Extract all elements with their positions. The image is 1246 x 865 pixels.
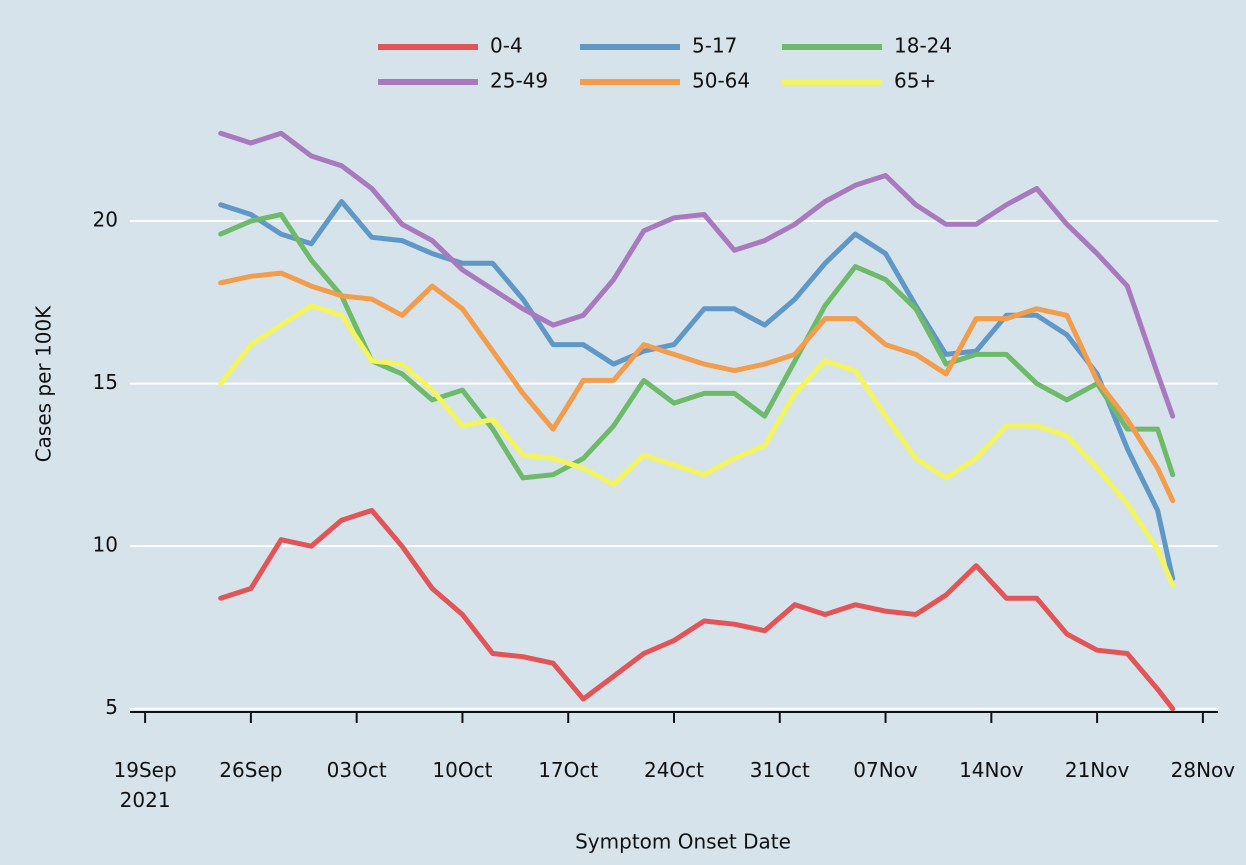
y-axis-label: Cases per 100K xyxy=(32,305,56,462)
x-tick-label: 26Sep xyxy=(219,758,283,782)
series-line xyxy=(218,212,1176,481)
x-tick-label: 07Nov xyxy=(853,758,918,782)
series-line xyxy=(218,507,1176,712)
y-tick-label: 15 xyxy=(93,370,118,394)
x-tick-label: 10Oct xyxy=(432,758,493,782)
legend-label: 50-64 xyxy=(692,69,750,93)
series-line xyxy=(218,303,1176,588)
series-line xyxy=(218,130,1176,419)
series-line xyxy=(218,270,1176,504)
x-tick-label: 14Nov xyxy=(959,758,1024,782)
y-tick-label: 20 xyxy=(93,208,118,232)
y-tick-label: 5 xyxy=(105,695,118,719)
x-tick-label: 17Oct xyxy=(538,758,599,782)
x-axis-label: Symptom Onset Date xyxy=(575,830,791,854)
x-tick-label: 03Oct xyxy=(326,758,387,782)
y-tick-label: 10 xyxy=(93,533,118,557)
x-tick-label: 21Nov xyxy=(1064,758,1130,782)
legend-label: 0-4 xyxy=(490,34,523,58)
x-tick-label: 28Nov xyxy=(1170,758,1236,782)
legend-label: 18-24 xyxy=(894,34,952,58)
legend-label: 65+ xyxy=(894,69,936,93)
legend-label: 5-17 xyxy=(692,34,737,58)
legend-label: 25-49 xyxy=(490,69,548,93)
series-line xyxy=(218,199,1176,582)
x-tick-label: 24Oct xyxy=(643,758,705,782)
x-tick-label: 31Oct xyxy=(749,758,810,782)
x-tick-label: 19Sep 2021 xyxy=(113,758,177,812)
